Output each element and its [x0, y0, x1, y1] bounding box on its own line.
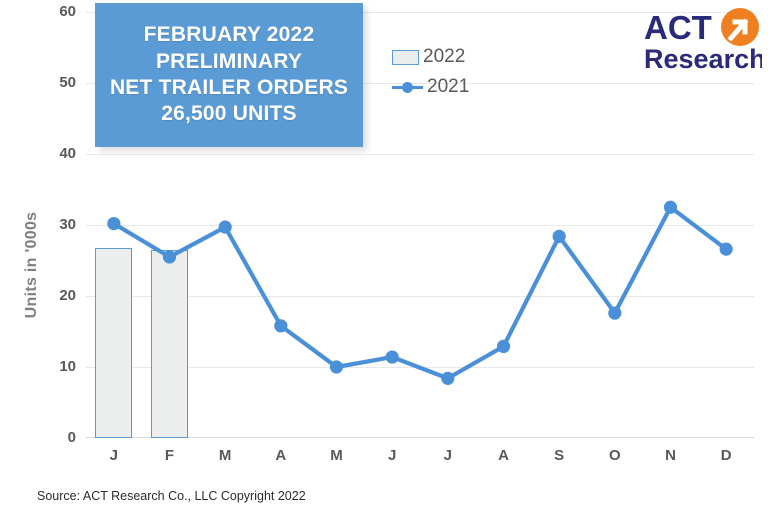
gridline [86, 83, 754, 84]
y-tick-label: 40 [59, 145, 76, 162]
legend-label-2022: 2022 [423, 46, 466, 67]
data-point-2021 [441, 371, 455, 385]
x-tick-label: J [387, 447, 397, 464]
plot-area [86, 12, 754, 438]
data-point-2021 [719, 242, 733, 256]
y-axis-title: Units in '000s [22, 170, 42, 360]
y-tick-label: 50 [59, 74, 76, 91]
y-tick-label: 60 [59, 3, 76, 20]
source-note: Source: ACT Research Co., LLC Copyright … [37, 489, 306, 503]
gridline [86, 12, 754, 13]
bar-2022 [95, 247, 133, 438]
callout-line: FEBRUARY 2022 [143, 23, 315, 47]
data-point-2021 [218, 220, 232, 234]
act-research-logo: ACT Research [642, 4, 766, 76]
callout-text: FEBRUARY 2022 PRELIMINARY NET TRAILER ORDE… [110, 22, 348, 128]
x-tick-label: D [720, 447, 732, 464]
data-point-2021 [274, 319, 288, 333]
legend-bar-swatch-icon [392, 49, 419, 65]
act-research-logo-svg: ACT Research [644, 8, 766, 74]
data-point-2021 [552, 229, 566, 243]
y-tick-label: 10 [59, 358, 76, 375]
data-point-2021 [385, 350, 399, 364]
callout-line: NET TRAILER ORDERS [109, 76, 349, 99]
data-point-2021 [496, 339, 511, 354]
x-tick-label: F [164, 447, 175, 464]
y-tick-label: 20 [59, 287, 76, 304]
legend-item-2021[interactable]: 2021 [392, 72, 469, 102]
bar-2022 [151, 249, 188, 438]
gridline [86, 296, 754, 297]
line-series-2021 [107, 200, 733, 385]
legend-label-2021: 2021 [427, 76, 470, 97]
y-axis-title-text: Units in '000s [23, 211, 40, 319]
y-tick-label: 30 [59, 216, 76, 233]
data-point-2021 [162, 250, 177, 264]
data-point-2021 [107, 216, 121, 231]
x-tick-label: M [330, 447, 343, 464]
x-tick-label: J [443, 447, 452, 464]
x-tick-label: M [218, 447, 232, 464]
logo-line1: ACT [644, 9, 712, 46]
legend-item-2022[interactable]: 2022 [392, 42, 469, 72]
x-axis-line [86, 437, 754, 438]
data-point-2021 [329, 360, 344, 374]
x-tick-label: S [554, 447, 565, 464]
logo-line2: Research [644, 44, 762, 74]
legend-line-swatch-icon [392, 80, 423, 95]
x-tick-label: A [275, 447, 287, 464]
gridline [86, 154, 754, 155]
data-point-2021 [608, 306, 622, 320]
x-tick-label: J [109, 447, 118, 464]
y-tick-label: 0 [67, 429, 76, 446]
x-tick-label: O [608, 447, 621, 464]
x-tick-label: A [498, 447, 509, 464]
callout-line: PRELIMINARY [155, 49, 303, 73]
chart-legend: 2022 2021 [392, 42, 469, 102]
data-point-2021 [663, 200, 678, 214]
gridline [86, 225, 754, 226]
callout-line: 26,500 UNITS [161, 102, 297, 126]
x-tick-label: N [665, 447, 676, 464]
callout-box: FEBRUARY 2022 PRELIMINARY NET TRAILER ORDE… [95, 3, 363, 147]
